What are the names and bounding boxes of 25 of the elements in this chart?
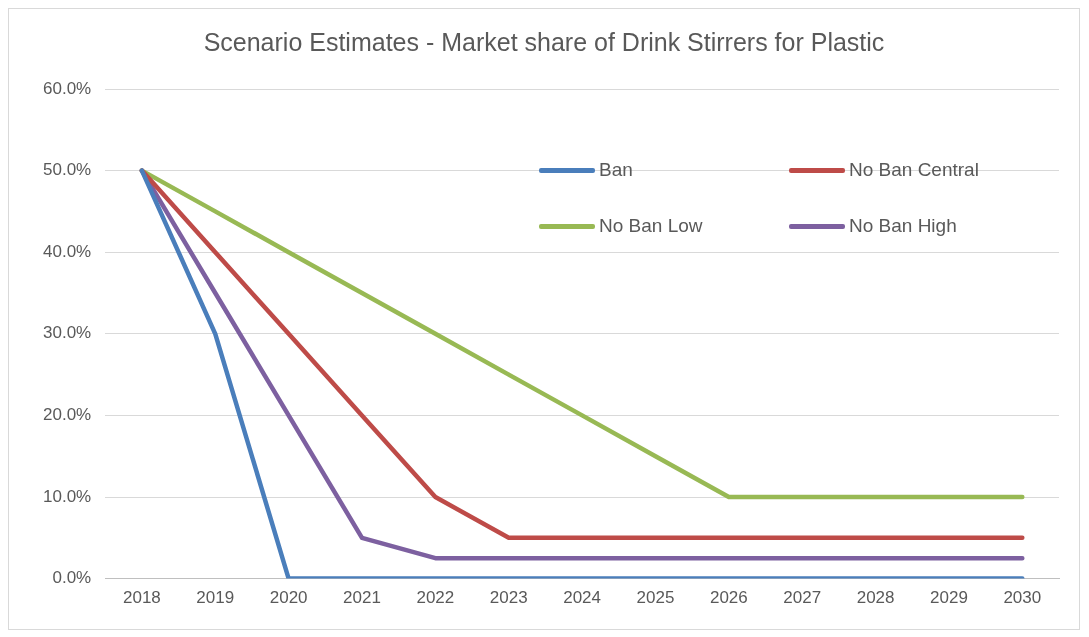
y-tick-label: 30.0% [43, 323, 92, 343]
legend-label: No Ban High [849, 215, 957, 237]
y-tick-label: 0.0% [52, 568, 92, 588]
x-tick-label: 2030 [1003, 588, 1042, 608]
x-tick-label: 2026 [709, 588, 748, 608]
x-tick-label: 2018 [122, 588, 161, 608]
legend-label: No Ban Low [599, 215, 703, 237]
legend-label: No Ban Central [849, 159, 979, 181]
y-tick-label: 20.0% [43, 405, 92, 425]
y-tick-label: 10.0% [43, 486, 92, 506]
legend-label: Ban [599, 159, 633, 181]
x-tick-label: 2020 [269, 588, 308, 608]
x-tick-label: 2025 [636, 588, 675, 608]
y-tick-label: 40.0% [43, 241, 92, 261]
chart-title: Scenario Estimates - Market share of Drink Stirrers for Plastic [203, 27, 885, 56]
y-tick-label: 50.0% [43, 160, 92, 180]
x-tick-label: 2029 [930, 588, 968, 608]
x-tick-label: 2023 [489, 588, 528, 608]
y-tick-label: 60.0% [43, 78, 92, 98]
x-tick-label: 2027 [783, 588, 822, 608]
x-tick-label: 2019 [196, 588, 235, 608]
x-tick-label: 2021 [343, 588, 381, 608]
x-tick-label: 2024 [563, 588, 602, 608]
x-tick-label: 2028 [856, 588, 895, 608]
x-tick-label: 2022 [416, 588, 455, 608]
